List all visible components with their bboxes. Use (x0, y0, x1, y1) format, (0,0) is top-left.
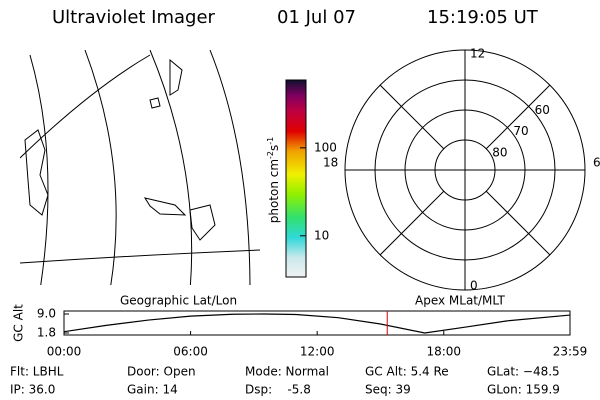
colorbar-label: photon cm-2s-1 (266, 137, 281, 224)
map-label: Geographic Lat/Lon (120, 294, 237, 308)
mlt-label: 0 (470, 279, 478, 293)
x-tick-label: 23:59 (553, 345, 588, 359)
status-field: GLon: 159.9 (487, 383, 560, 397)
mlt-label: 6 (593, 156, 600, 170)
x-tick-label: 06:00 (173, 345, 208, 359)
title: Ultraviolet Imager (52, 7, 216, 28)
time: 15:19:05 UT (427, 7, 539, 28)
polar-ring (344, 49, 586, 291)
polar-ring (434, 139, 496, 201)
polar-label: Apex MLat/MLT (415, 294, 505, 308)
mlt-label: 18 (323, 156, 338, 170)
status-field: Flt: LBHL (10, 365, 64, 379)
status-field: Mode: Normal (245, 365, 329, 379)
polar-grid (345, 50, 585, 290)
colorbar-tick-label: 10 (314, 228, 329, 242)
polar-ring-label: 60 (535, 103, 550, 117)
status-field: IP: 36.0 (10, 383, 55, 397)
map (20, 50, 260, 285)
x-tick-label: 18:00 (426, 345, 461, 359)
polar-ring-label: 80 (492, 145, 507, 159)
date: 01 Jul 07 (277, 7, 356, 28)
status-field: Seq: 39 (365, 383, 411, 397)
x-tick-label: 00:00 (47, 345, 82, 359)
status-field: Gain: 14 (127, 383, 178, 397)
y-tick-label: 9.0 (37, 307, 56, 321)
status-field: Door: Open (127, 365, 196, 379)
y-tick-label: 1.8 (37, 326, 56, 340)
y-axis-label: GC Alt (12, 304, 26, 342)
polar-ring-label: 70 (513, 124, 528, 138)
polar-ring (374, 79, 556, 261)
colorbar (285, 79, 307, 278)
status-field: Dsp: -5.8 (245, 383, 311, 397)
polar-ring (404, 109, 526, 231)
status-field: GC Alt: 5.4 Re (365, 365, 449, 379)
status-field: GLat: −48.5 (487, 365, 560, 379)
colorbar-tick-label: 100 (314, 140, 337, 154)
x-tick-label: 12:00 (300, 345, 335, 359)
alt-line (63, 313, 571, 334)
mlt-label: 12 (470, 47, 485, 61)
